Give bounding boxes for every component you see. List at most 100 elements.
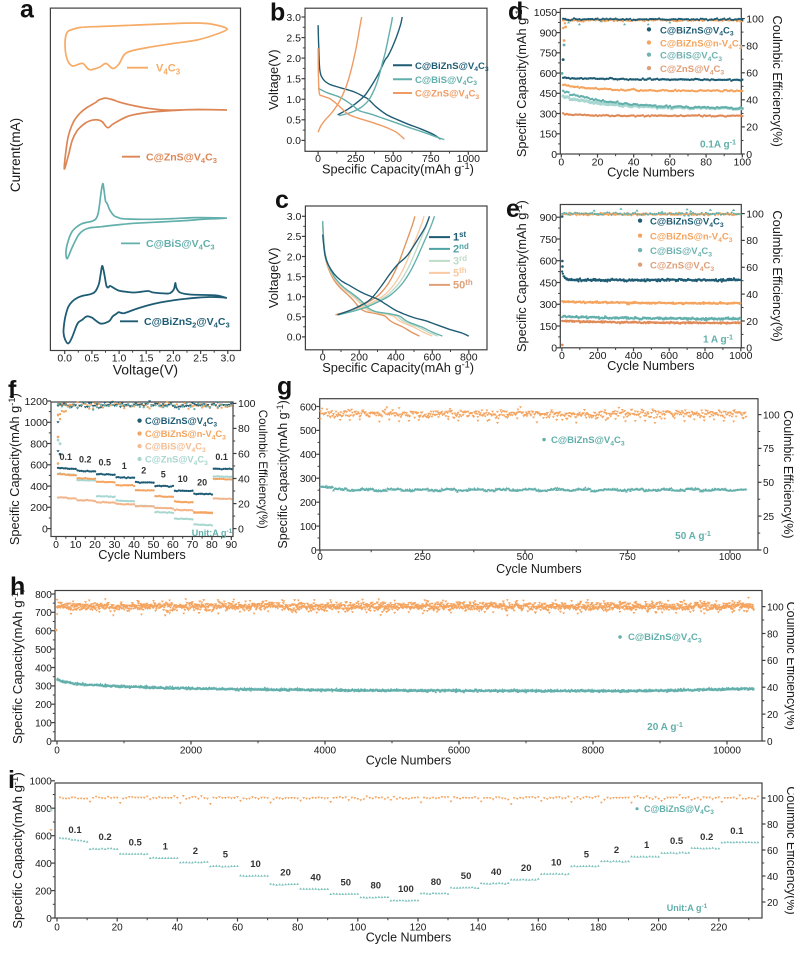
svg-text:600: 600 bbox=[540, 256, 558, 268]
svg-text:1.0: 1.0 bbox=[287, 292, 302, 304]
svg-text:0.5: 0.5 bbox=[85, 353, 100, 365]
svg-text:1: 1 bbox=[122, 461, 127, 471]
svg-text:40: 40 bbox=[172, 923, 184, 934]
svg-text:a: a bbox=[20, 0, 35, 24]
svg-text:0: 0 bbox=[746, 149, 752, 161]
svg-text:40: 40 bbox=[128, 539, 140, 551]
svg-text:0.0: 0.0 bbox=[57, 353, 72, 365]
svg-text:1 A g-1: 1 A g-1 bbox=[703, 332, 733, 345]
svg-text:0: 0 bbox=[315, 153, 321, 165]
svg-text:0.2: 0.2 bbox=[700, 832, 713, 843]
svg-text:d: d bbox=[508, 0, 523, 26]
svg-text:Coulmbic Efficiency(%): Coulmbic Efficiency(%) bbox=[770, 210, 785, 341]
svg-text:8000: 8000 bbox=[582, 746, 605, 757]
svg-text:30: 30 bbox=[109, 539, 121, 551]
svg-text:100: 100 bbox=[746, 13, 764, 25]
svg-text:50: 50 bbox=[461, 871, 472, 882]
svg-text:0: 0 bbox=[551, 149, 557, 161]
svg-text:40: 40 bbox=[767, 683, 779, 694]
svg-text:400: 400 bbox=[625, 350, 643, 362]
svg-text:250: 250 bbox=[347, 153, 365, 165]
svg-text:600: 600 bbox=[30, 460, 48, 472]
svg-text:0: 0 bbox=[54, 746, 60, 757]
svg-text:20: 20 bbox=[767, 898, 779, 909]
svg-text:200: 200 bbox=[35, 886, 52, 897]
svg-text:900: 900 bbox=[540, 27, 558, 39]
svg-text:20: 20 bbox=[280, 868, 291, 879]
svg-text:Specific Capacity(mAh g-1): Specific Capacity(mAh g-1) bbox=[514, 200, 529, 352]
svg-text:80: 80 bbox=[371, 881, 382, 892]
svg-text:Unit:A g-1: Unit:A g-1 bbox=[192, 528, 233, 538]
svg-text:Specific Capacity(mAh g-1): Specific Capacity(mAh g-1) bbox=[322, 360, 474, 375]
svg-text:f: f bbox=[8, 376, 17, 404]
svg-text:70: 70 bbox=[187, 539, 199, 551]
svg-text:C@ZnS@V4C3: C@ZnS@V4C3 bbox=[650, 261, 714, 273]
svg-text:60: 60 bbox=[167, 539, 179, 551]
svg-text:0.0: 0.0 bbox=[287, 332, 302, 344]
svg-text:0.1: 0.1 bbox=[215, 452, 228, 462]
svg-text:0.2: 0.2 bbox=[79, 454, 92, 464]
svg-text:80: 80 bbox=[431, 877, 442, 888]
svg-text:C@BiZnS@V4C3: C@BiZnS@V4C3 bbox=[628, 632, 702, 644]
svg-text:750: 750 bbox=[540, 48, 558, 60]
svg-text:Cycle Numbers: Cycle Numbers bbox=[607, 358, 694, 373]
svg-text:80: 80 bbox=[746, 41, 758, 53]
svg-text:0.5: 0.5 bbox=[286, 115, 301, 127]
svg-text:3.0: 3.0 bbox=[220, 353, 235, 365]
svg-text:Voltage(V): Voltage(V) bbox=[113, 362, 178, 378]
svg-text:Coulmbic Efficiency(%): Coulmbic Efficiency(%) bbox=[781, 410, 794, 538]
svg-text:C@ZnS@V4C3: C@ZnS@V4C3 bbox=[145, 455, 208, 467]
svg-text:200: 200 bbox=[589, 350, 607, 362]
svg-text:0: 0 bbox=[767, 737, 773, 748]
svg-text:0: 0 bbox=[46, 914, 52, 925]
svg-text:Cycle Numbers: Cycle Numbers bbox=[366, 931, 451, 945]
svg-text:100: 100 bbox=[734, 156, 752, 168]
svg-text:0: 0 bbox=[238, 523, 244, 535]
svg-text:C@BiS@V4C3: C@BiS@V4C3 bbox=[146, 238, 215, 252]
svg-text:20: 20 bbox=[746, 316, 758, 328]
svg-text:Cycle Numbers: Cycle Numbers bbox=[366, 754, 451, 768]
svg-text:5: 5 bbox=[161, 469, 166, 479]
svg-text:20: 20 bbox=[89, 539, 101, 551]
svg-text:1050: 1050 bbox=[534, 7, 558, 19]
svg-text:300: 300 bbox=[300, 474, 317, 485]
svg-text:2.0: 2.0 bbox=[166, 353, 181, 365]
svg-text:0.5: 0.5 bbox=[670, 836, 684, 847]
svg-text:c: c bbox=[275, 186, 289, 214]
svg-text:10: 10 bbox=[178, 474, 188, 484]
svg-text:0.5: 0.5 bbox=[287, 312, 302, 324]
svg-text:20: 20 bbox=[767, 710, 779, 721]
svg-text:Cycle Numbers: Cycle Numbers bbox=[496, 562, 581, 576]
svg-text:Voltage(V): Voltage(V) bbox=[266, 248, 281, 309]
svg-text:5th: 5th bbox=[453, 266, 467, 280]
svg-text:180: 180 bbox=[590, 923, 607, 934]
svg-text:Specific Capacity(mAh g-1): Specific Capacity(mAh g-1) bbox=[514, 5, 529, 157]
svg-text:C@ZnS@V4C3: C@ZnS@V4C3 bbox=[415, 89, 479, 101]
svg-text:20: 20 bbox=[521, 863, 532, 874]
svg-text:500: 500 bbox=[35, 645, 52, 656]
svg-text:1: 1 bbox=[163, 841, 169, 852]
svg-text:10: 10 bbox=[250, 859, 261, 870]
svg-text:Specific Capacity(mAh g-1): Specific Capacity(mAh g-1) bbox=[10, 588, 25, 745]
svg-text:C@BiZnS@V4C3: C@BiZnS@V4C3 bbox=[145, 416, 217, 428]
svg-text:100: 100 bbox=[763, 410, 780, 421]
svg-text:600: 600 bbox=[300, 402, 317, 413]
svg-text:1.5: 1.5 bbox=[286, 74, 301, 86]
svg-text:40: 40 bbox=[746, 95, 758, 107]
svg-text:80: 80 bbox=[767, 820, 779, 831]
svg-text:40: 40 bbox=[238, 473, 250, 485]
svg-text:Coulmbic Efficiency(%): Coulmbic Efficiency(%) bbox=[784, 602, 794, 730]
svg-text:50: 50 bbox=[148, 539, 160, 551]
svg-text:i: i bbox=[8, 766, 15, 794]
svg-text:b: b bbox=[270, 0, 285, 26]
svg-text:1200: 1200 bbox=[24, 396, 48, 408]
svg-text:400: 400 bbox=[35, 663, 52, 674]
svg-text:Specific Capacity(mAh g-1): Specific Capacity(mAh g-1) bbox=[7, 393, 22, 545]
svg-text:h: h bbox=[10, 572, 25, 600]
svg-text:90: 90 bbox=[225, 539, 237, 551]
svg-text:150: 150 bbox=[540, 321, 558, 333]
svg-text:Specific Capacity(mAh g-1): Specific Capacity(mAh g-1) bbox=[10, 772, 25, 929]
svg-text:2: 2 bbox=[614, 845, 619, 856]
svg-text:100: 100 bbox=[300, 522, 317, 533]
svg-text:40: 40 bbox=[491, 867, 502, 878]
